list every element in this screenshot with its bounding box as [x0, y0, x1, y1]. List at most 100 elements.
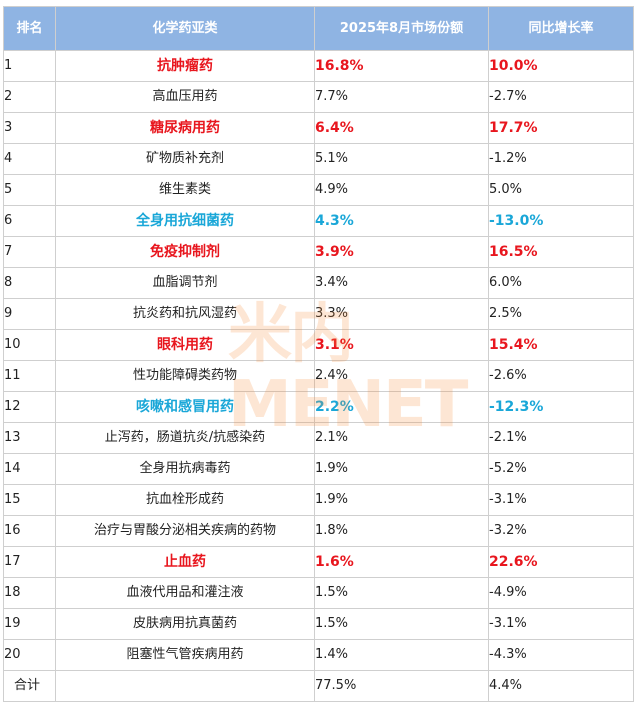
- table-row: 16 治疗与胃酸分泌相关疾病的药物 1.8% -3.2%: [3, 515, 634, 547]
- share-cell: 3.1%: [314, 329, 489, 361]
- growth-cell: 6.0%: [488, 267, 634, 299]
- category-cell: 血脂调节剂: [55, 267, 315, 299]
- category-cell: 全身用抗病毒药: [55, 453, 315, 485]
- table-row: 2 高血压用药 7.7% -2.7%: [3, 81, 634, 113]
- share-cell: 2.1%: [314, 422, 489, 454]
- share-cell: 1.5%: [314, 577, 489, 609]
- growth-cell: -13.0%: [488, 205, 634, 237]
- rank-cell: 18: [3, 577, 56, 609]
- share-cell: 3.3%: [314, 298, 489, 330]
- growth-cell: -3.1%: [488, 608, 634, 640]
- share-cell: 1.9%: [314, 453, 489, 485]
- category-cell: 全身用抗细菌药: [55, 205, 315, 237]
- rank-cell: 11: [3, 360, 56, 392]
- header-growth: 同比增长率: [488, 6, 634, 51]
- table-row: 18 血液代用品和灌注液 1.5% -4.9%: [3, 577, 634, 609]
- table-row: 5 维生素类 4.9% 5.0%: [3, 174, 634, 206]
- growth-cell: 2.5%: [488, 298, 634, 330]
- table-row: 15 抗血栓形成药 1.9% -3.1%: [3, 484, 634, 516]
- rank-cell: 14: [3, 453, 56, 485]
- category-cell: 止血药: [55, 546, 315, 578]
- table-row: 6 全身用抗细菌药 4.3% -13.0%: [3, 205, 634, 237]
- rank-cell: 9: [3, 298, 56, 330]
- share-cell: 4.3%: [314, 205, 489, 237]
- table-row: 19 皮肤病用抗真菌药 1.5% -3.1%: [3, 608, 634, 640]
- growth-cell: -4.3%: [488, 639, 634, 671]
- category-cell: 矿物质补充剂: [55, 143, 315, 175]
- rank-cell: 4: [3, 143, 56, 175]
- rank-cell: 12: [3, 391, 56, 423]
- share-cell: 3.4%: [314, 267, 489, 299]
- table-row: 7 免疫抑制剂 3.9% 16.5%: [3, 236, 634, 268]
- total-row: 合计 77.5% 4.4%: [3, 670, 634, 702]
- growth-cell: -2.7%: [488, 81, 634, 113]
- category-cell: 抗血栓形成药: [55, 484, 315, 516]
- category-cell: 阻塞性气管疾病用药: [55, 639, 315, 671]
- rank-cell: 7: [3, 236, 56, 268]
- rank-cell: 3: [3, 112, 56, 144]
- share-cell: 6.4%: [314, 112, 489, 144]
- rank-cell: 2: [3, 81, 56, 113]
- header-rank: 排名: [3, 6, 56, 51]
- category-cell: 免疫抑制剂: [55, 236, 315, 268]
- rank-cell: 5: [3, 174, 56, 206]
- growth-cell: 17.7%: [488, 112, 634, 144]
- table-row: 11 性功能障碍类药物 2.4% -2.6%: [3, 360, 634, 392]
- rank-cell: 16: [3, 515, 56, 547]
- rank-cell: 8: [3, 267, 56, 299]
- category-cell: 抗肿瘤药: [55, 50, 315, 82]
- category-cell: 眼科用药: [55, 329, 315, 361]
- growth-cell: 15.4%: [488, 329, 634, 361]
- rank-cell: 1: [3, 50, 56, 82]
- category-cell: 糖尿病用药: [55, 112, 315, 144]
- share-cell: 7.7%: [314, 81, 489, 113]
- growth-cell: -3.2%: [488, 515, 634, 547]
- table-row: 3 糖尿病用药 6.4% 17.7%: [3, 112, 634, 144]
- rank-cell: 15: [3, 484, 56, 516]
- category-cell: 血液代用品和灌注液: [55, 577, 315, 609]
- share-cell: 1.5%: [314, 608, 489, 640]
- growth-cell: -2.6%: [488, 360, 634, 392]
- share-cell: 4.9%: [314, 174, 489, 206]
- share-cell: 5.1%: [314, 143, 489, 175]
- share-cell: 3.9%: [314, 236, 489, 268]
- table-header-row: 排名 化学药亚类 2025年8月市场份额 同比增长率: [3, 6, 634, 51]
- category-cell: 维生素类: [55, 174, 315, 206]
- growth-cell: -3.1%: [488, 484, 634, 516]
- category-cell: 高血压用药: [55, 81, 315, 113]
- share-cell: 16.8%: [314, 50, 489, 82]
- share-cell: 1.8%: [314, 515, 489, 547]
- category-cell: 皮肤病用抗真菌药: [55, 608, 315, 640]
- table-row: 1 抗肿瘤药 16.8% 10.0%: [3, 50, 634, 82]
- share-cell: 1.6%: [314, 546, 489, 578]
- total-category: [55, 670, 315, 702]
- growth-cell: 5.0%: [488, 174, 634, 206]
- table-row: 10 眼科用药 3.1% 15.4%: [3, 329, 634, 361]
- table-row: 12 咳嗽和感冒用药 2.2% -12.3%: [3, 391, 634, 423]
- share-cell: 1.4%: [314, 639, 489, 671]
- share-cell: 2.4%: [314, 360, 489, 392]
- total-label: 合计: [3, 670, 56, 702]
- growth-cell: 16.5%: [488, 236, 634, 268]
- market-share-table: 排名 化学药亚类 2025年8月市场份额 同比增长率 1 抗肿瘤药 16.8% 10.…: [3, 6, 634, 702]
- table-row: 14 全身用抗病毒药 1.9% -5.2%: [3, 453, 634, 485]
- table-row: 20 阻塞性气管疾病用药 1.4% -4.3%: [3, 639, 634, 671]
- rank-cell: 20: [3, 639, 56, 671]
- growth-cell: -4.9%: [488, 577, 634, 609]
- growth-cell: 10.0%: [488, 50, 634, 82]
- category-cell: 抗炎药和抗风湿药: [55, 298, 315, 330]
- rank-cell: 17: [3, 546, 56, 578]
- category-cell: 性功能障碍类药物: [55, 360, 315, 392]
- growth-cell: -1.2%: [488, 143, 634, 175]
- table-body: 1 抗肿瘤药 16.8% 10.0% 2 高血压用药 7.7% -2.7% 3 糖尿病用药 6.4%…: [3, 50, 634, 671]
- growth-cell: -5.2%: [488, 453, 634, 485]
- total-growth: 4.4%: [488, 670, 634, 702]
- header-share: 2025年8月市场份额: [314, 6, 489, 51]
- growth-cell: 22.6%: [488, 546, 634, 578]
- growth-cell: -2.1%: [488, 422, 634, 454]
- growth-cell: -12.3%: [488, 391, 634, 423]
- category-cell: 咳嗽和感冒用药: [55, 391, 315, 423]
- category-cell: 治疗与胃酸分泌相关疾病的药物: [55, 515, 315, 547]
- rank-cell: 13: [3, 422, 56, 454]
- rank-cell: 6: [3, 205, 56, 237]
